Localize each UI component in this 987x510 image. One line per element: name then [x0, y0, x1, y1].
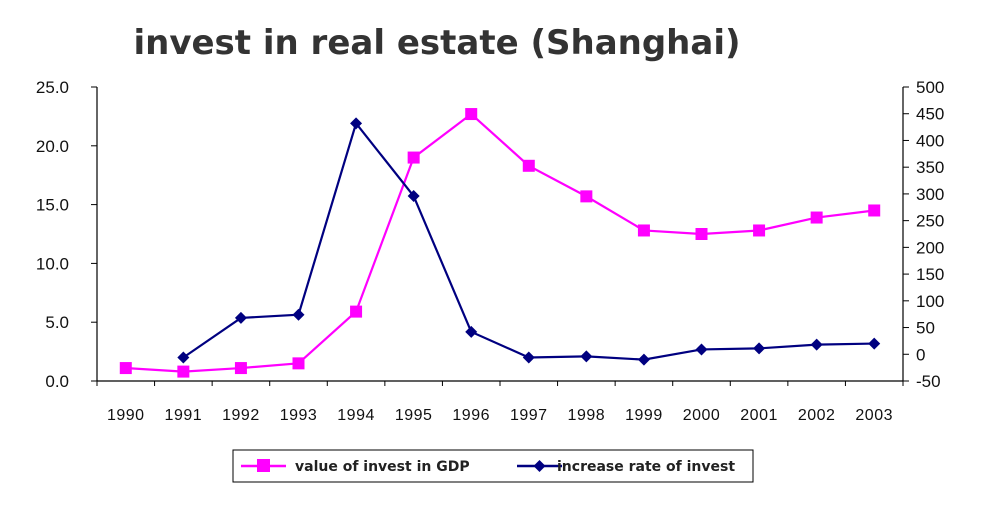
axes: 0.05.010.015.020.025.0-50050100150200250… — [36, 78, 944, 424]
legend: value of invest in GDP increase rate of … — [232, 449, 754, 483]
x-tick-label: 1993 — [280, 407, 318, 424]
left-tick-label: 0.0 — [45, 372, 69, 391]
right-tick-label: 300 — [916, 185, 944, 204]
right-tick-label: 50 — [916, 319, 935, 338]
right-tick-label: 100 — [916, 292, 944, 311]
series-line-1 — [182, 121, 875, 361]
data-point-rate — [407, 190, 420, 203]
series-line-0 — [125, 112, 875, 373]
data-point-gdp — [407, 151, 420, 164]
data-point-rate — [177, 351, 190, 364]
data-point-gdp — [637, 224, 650, 237]
data-point-rate — [637, 353, 650, 366]
data-point-gdp — [234, 362, 247, 375]
right-tick-label: -50 — [916, 372, 941, 391]
data-point-gdp — [695, 228, 708, 240]
data-point-gdp — [580, 190, 593, 203]
right-tick-label: 150 — [916, 265, 944, 284]
left-tick-label: 20.0 — [36, 137, 69, 156]
right-tick-label: 250 — [916, 212, 944, 231]
data-point-gdp — [753, 224, 766, 237]
data-point-rate — [810, 338, 823, 351]
data-point-rate — [465, 325, 478, 338]
legend-label-gdp: value of invest in GDP — [295, 459, 470, 475]
x-tick-label: 1998 — [568, 407, 606, 424]
x-tick-label: 1999 — [625, 407, 663, 424]
data-point-gdp — [292, 357, 305, 370]
left-tick-label: 25.0 — [36, 78, 69, 97]
right-tick-label: 450 — [916, 105, 944, 124]
data-point-rate — [868, 337, 881, 350]
data-point-gdp — [177, 365, 190, 378]
legend-marker-gdp — [257, 459, 270, 472]
right-tick-label: 350 — [916, 158, 944, 177]
x-tick-label: 2001 — [740, 407, 778, 424]
data-point-rate — [234, 311, 247, 324]
legend-box — [232, 449, 754, 483]
data-point-rate — [753, 342, 766, 355]
data-point-gdp — [119, 362, 132, 375]
right-tick-label: 200 — [916, 238, 944, 257]
legend-label-rate: increase rate of invest — [557, 459, 735, 475]
legend-marker-rate — [533, 460, 546, 472]
data-point-gdp — [868, 204, 881, 217]
x-tick-label: 1995 — [395, 407, 433, 424]
x-tick-label: 2000 — [683, 407, 721, 424]
x-tick-label: 1991 — [165, 407, 203, 424]
data-point-rate — [350, 117, 363, 130]
right-tick-label: 0 — [916, 345, 925, 364]
right-tick-label: 400 — [916, 131, 944, 150]
data-point-gdp — [810, 211, 823, 224]
data-point-rate — [695, 343, 708, 356]
x-tick-label: 1996 — [452, 407, 490, 424]
data-point-gdp — [350, 305, 363, 318]
data-point-rate — [580, 350, 593, 363]
x-tick-label: 1997 — [510, 407, 548, 424]
data-point-gdp — [522, 159, 535, 172]
data-point-rate — [292, 308, 305, 321]
chart-title: invest in real estate (Shanghai) — [133, 23, 740, 63]
x-tick-label: 1992 — [222, 407, 260, 424]
x-tick-label: 1994 — [337, 407, 375, 424]
x-tick-label: 1990 — [107, 407, 145, 424]
data-point-rate — [522, 351, 535, 364]
left-tick-label: 10.0 — [36, 254, 69, 273]
series-layer — [119, 108, 881, 378]
x-tick-label: 2002 — [798, 407, 836, 424]
x-tick-label: 2003 — [855, 407, 893, 424]
right-tick-label: 500 — [916, 78, 944, 97]
left-tick-label: 5.0 — [45, 313, 69, 332]
data-point-gdp — [465, 108, 478, 121]
left-tick-label: 15.0 — [36, 196, 69, 215]
